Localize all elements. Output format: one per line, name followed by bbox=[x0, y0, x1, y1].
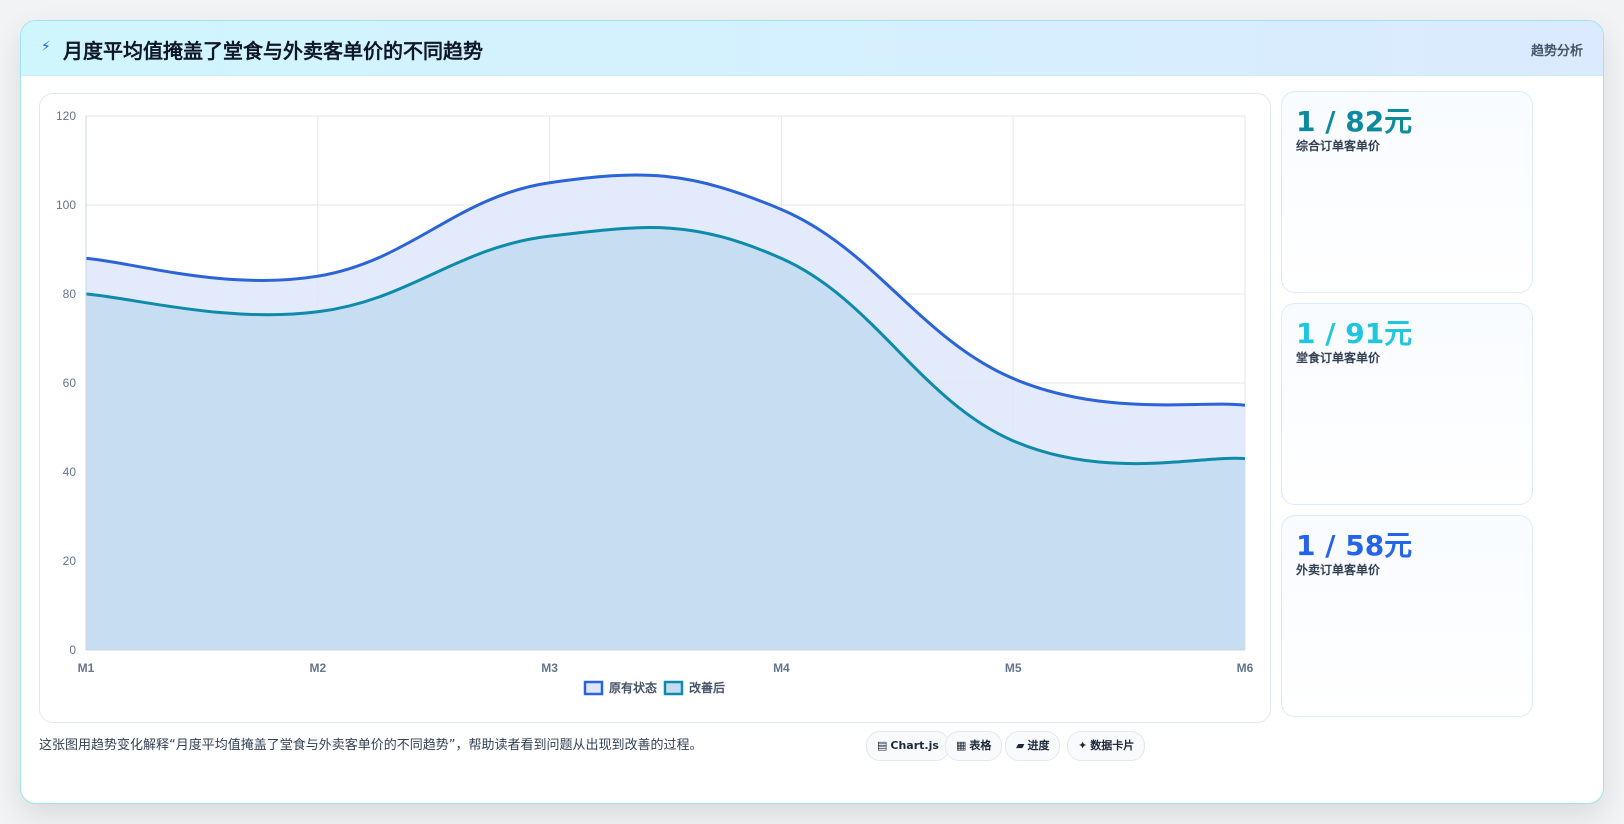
y-tick-label: 80 bbox=[63, 287, 77, 301]
y-tick-label: 0 bbox=[69, 643, 76, 657]
chartjs-pill[interactable]: ▤ Chart.js bbox=[866, 731, 950, 761]
area-chart: 0 20 40 60 80 100 120 M1 M2 M3 M4 M5 M6 原有状态 改善后 bbox=[56, 109, 1254, 696]
x-tick-label: M4 bbox=[773, 661, 790, 675]
legend-swatch-1 bbox=[583, 680, 604, 696]
stat-label-dine-in: 堂食订单客单价 bbox=[1296, 351, 1381, 365]
legend-label-2: 改善后 bbox=[689, 680, 725, 695]
pill-label: Chart.js bbox=[890, 739, 939, 752]
progress-pill[interactable]: ▰ 进度 bbox=[1005, 731, 1061, 761]
chart-icon: ▤ bbox=[877, 739, 888, 752]
y-tick-label: 60 bbox=[63, 376, 77, 390]
pill-label: 进度 bbox=[1027, 739, 1050, 752]
series-area-2 bbox=[86, 227, 1245, 651]
legend-swatch-2 bbox=[663, 680, 684, 696]
x-tick-label: M1 bbox=[78, 661, 95, 675]
table-pill[interactable]: ▦ 表格 bbox=[945, 731, 1003, 761]
card-header: ⚡ 月度平均值掩盖了堂食与外卖客单价的不同趋势 趋势分析 bbox=[21, 21, 1603, 76]
page-title: 月度平均值掩盖了堂食与外卖客单价的不同趋势 bbox=[63, 39, 483, 63]
chart-card: ⚡ 月度平均值掩盖了堂食与外卖客单价的不同趋势 趋势分析 0 20 40 60 80 10… bbox=[20, 20, 1604, 804]
stat-label-takeout: 外卖订单客单价 bbox=[1296, 563, 1381, 577]
data-card-icon: ✦ bbox=[1078, 739, 1088, 752]
stat-value-takeout: 1 / 58元 bbox=[1296, 529, 1413, 562]
y-tick-label: 120 bbox=[56, 109, 76, 123]
data-card-pill[interactable]: ✦ 数据卡片 bbox=[1067, 731, 1146, 761]
x-tick-label: M3 bbox=[541, 661, 558, 675]
category-tag: 趋势分析 bbox=[1530, 44, 1583, 59]
y-tick-label: 40 bbox=[63, 465, 77, 479]
x-tick-label: M5 bbox=[1005, 661, 1022, 675]
stat-value-dine-in: 1 / 91元 bbox=[1296, 317, 1413, 350]
legend-label-1: 原有状态 bbox=[609, 680, 657, 695]
y-tick-label: 20 bbox=[63, 554, 77, 568]
stat-card-overall: 1 / 82元 综合订单客单价 bbox=[1281, 91, 1533, 293]
chart-panel: 0 20 40 60 80 100 120 M1 M2 M3 M4 M5 M6 原有状态 改善后 bbox=[39, 93, 1271, 723]
series-line-1 bbox=[85, 173, 1246, 407]
x-tick-label: M6 bbox=[1237, 661, 1254, 675]
progress-icon: ▰ bbox=[1016, 739, 1025, 752]
stat-card-dine-in: 1 / 91元 堂食订单客单价 bbox=[1281, 303, 1533, 505]
table-icon: ▦ bbox=[956, 739, 967, 752]
pill-label: 表格 bbox=[969, 739, 992, 752]
series-line-2 bbox=[85, 226, 1246, 466]
chart-description: 这张图用趋势变化解释“月度平均值掩盖了堂食与外卖客单价的不同趋势”，帮助读者看到… bbox=[39, 738, 703, 753]
x-tick-label: M2 bbox=[309, 661, 326, 675]
stat-value-overall: 1 / 82元 bbox=[1296, 105, 1413, 138]
stat-label-overall: 综合订单客单价 bbox=[1296, 139, 1381, 153]
y-tick-label: 100 bbox=[56, 198, 76, 212]
pill-label: 数据卡片 bbox=[1090, 739, 1135, 752]
lightning-icon: ⚡ bbox=[41, 39, 51, 55]
stat-card-takeout: 1 / 58元 外卖订单客单价 bbox=[1281, 515, 1533, 717]
